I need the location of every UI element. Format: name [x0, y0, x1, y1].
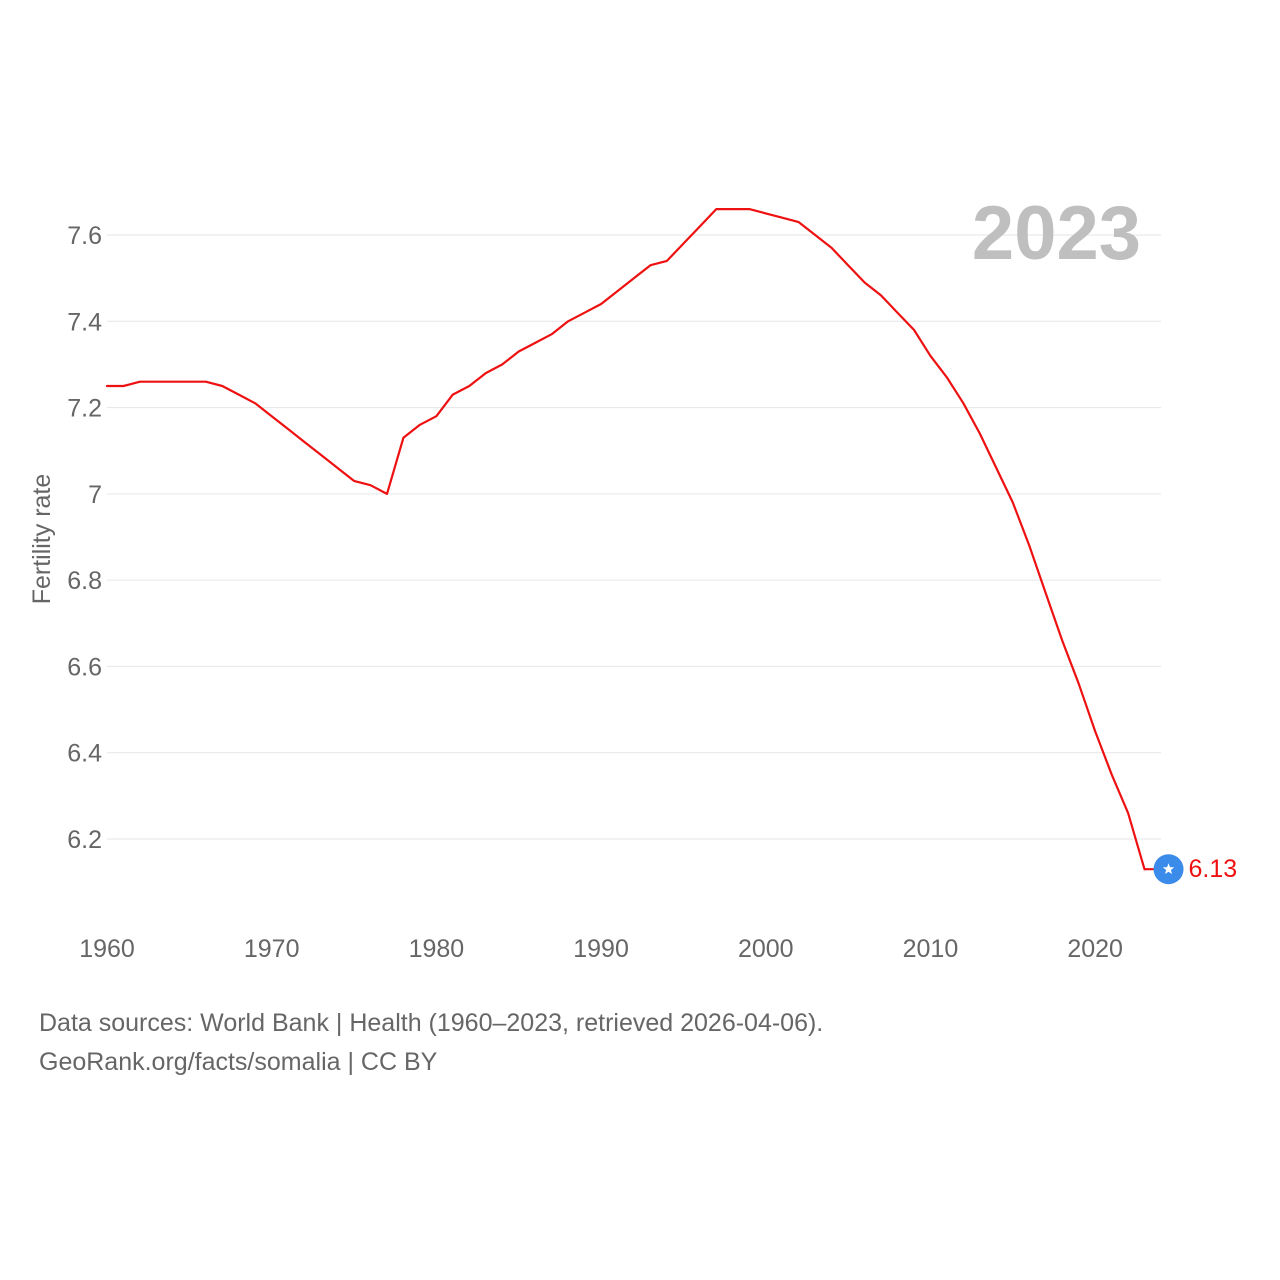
fertility-chart: 6.2 6.4 6.6 6.8 7 7.2 7.4 7.6 1960 1970 1980 1990 2…	[28, 191, 1238, 963]
grid-lines	[107, 234, 1161, 840]
source-line-2: GeoRank.org/facts/somalia | CC BY	[39, 1048, 438, 1076]
x-tick-label: 1970	[244, 935, 300, 963]
y-tick-label: 6.6	[67, 653, 102, 681]
year-watermark: 2023	[972, 191, 1141, 276]
y-tick-label: 7.4	[67, 308, 102, 336]
y-tick-label: 7.2	[67, 395, 102, 423]
x-tick-label: 1990	[573, 935, 629, 963]
source-line-1: Data sources: World Bank | Health (1960–…	[39, 1009, 824, 1037]
y-tick-label: 7.6	[67, 222, 102, 250]
y-axis-ticks: 6.2 6.4 6.6 6.8 7 7.2 7.4 7.6	[67, 222, 102, 854]
source-caption: Data sources: World Bank | Health (1960–…	[39, 1004, 823, 1082]
x-tick-label: 1960	[79, 935, 135, 963]
x-tick-label: 2000	[738, 935, 794, 963]
x-tick-label: 2020	[1067, 935, 1123, 963]
x-tick-label: 1980	[409, 935, 465, 963]
y-tick-label: 6.2	[67, 826, 102, 854]
series-line	[105, 208, 1146, 871]
y-axis-title: Fertility rate	[28, 474, 56, 605]
x-axis-ticks: 1960 1970 1980 1990 2000 2010 2020	[79, 935, 1123, 963]
y-tick-label: 6.8	[67, 567, 102, 595]
y-tick-label: 6.4	[67, 740, 102, 768]
x-tick-label: 2010	[903, 935, 959, 963]
series-group	[105, 208, 1146, 871]
end-value-label: 6.13	[1189, 855, 1238, 883]
y-tick-label: 7	[88, 481, 102, 509]
end-marker-group: 6.13	[1144, 854, 1238, 885]
star-icon	[1162, 863, 1175, 875]
